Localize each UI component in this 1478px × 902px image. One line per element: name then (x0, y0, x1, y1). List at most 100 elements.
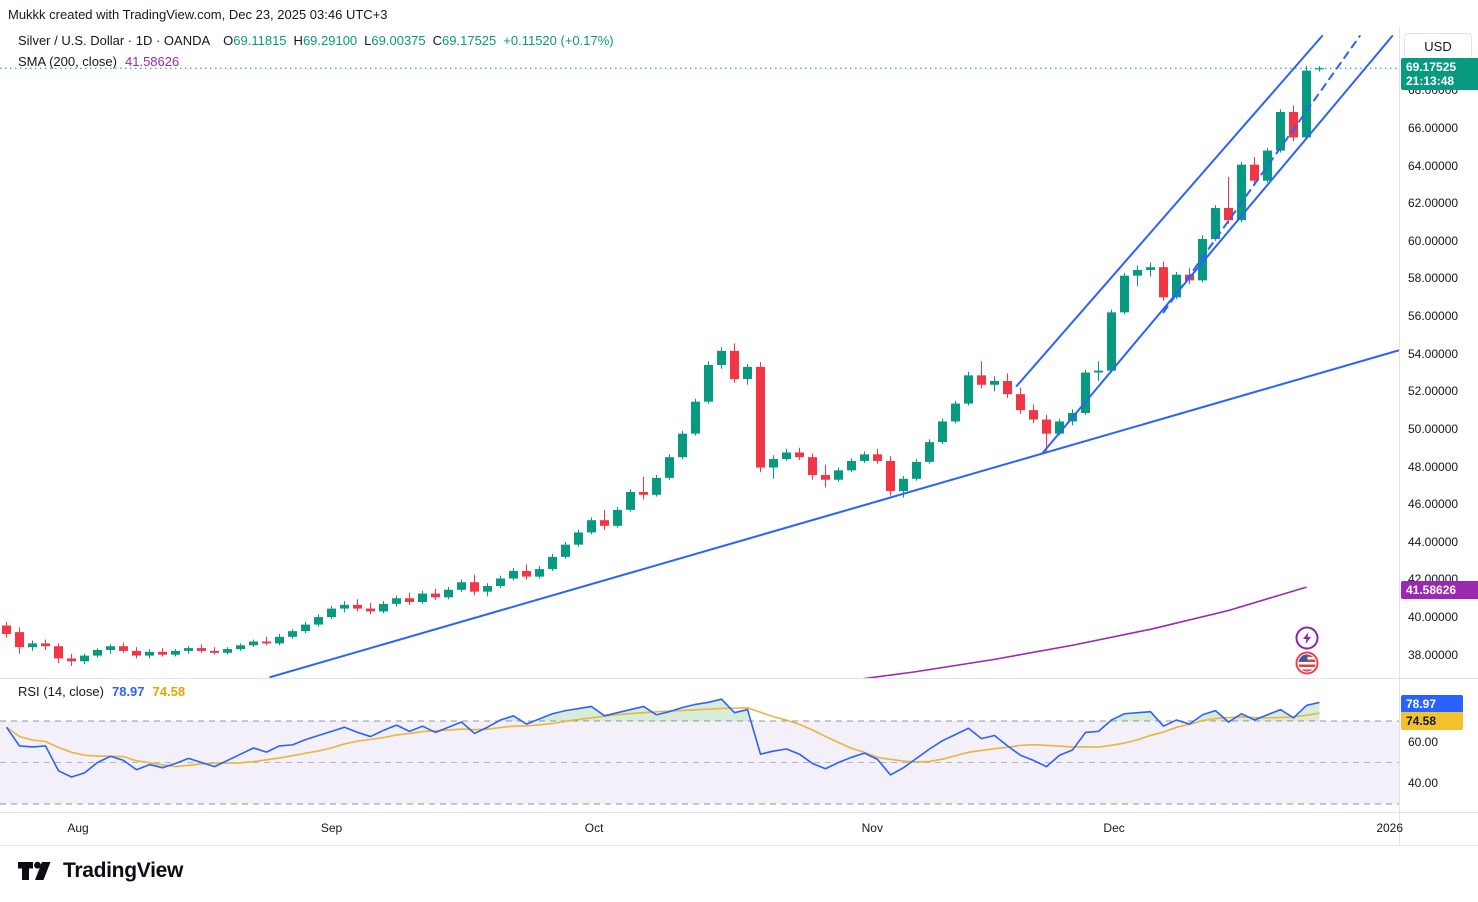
candle-down (54, 646, 63, 659)
us-flag-event-icon[interactable] (1295, 651, 1319, 675)
flag-stripe (1298, 669, 1316, 672)
candle-down (886, 460, 895, 492)
last-price-badge: 69.17525 21:13:48 (1401, 58, 1478, 90)
candle-up (717, 350, 726, 366)
candle-up (626, 491, 635, 510)
candle-down (1042, 419, 1051, 434)
candle-down (15, 632, 24, 648)
candle-up (1172, 274, 1181, 298)
candle-up (80, 655, 89, 662)
rsi-line[interactable] (5, 698, 1320, 778)
candle-up (834, 470, 843, 480)
tradingview-branding[interactable]: TradingView (16, 858, 183, 884)
candle-up (418, 593, 427, 603)
candle-down (977, 375, 986, 385)
candle-down (1003, 380, 1012, 395)
candle-up (236, 645, 245, 650)
candle-up (1107, 312, 1116, 371)
candle-up (314, 617, 323, 625)
candle-up (93, 649, 102, 656)
rsi-legend[interactable]: RSI (14, close) 78.97 74.58 (18, 684, 185, 699)
candle-down (1159, 267, 1168, 298)
candle-up (1237, 164, 1246, 221)
candle-down (119, 646, 128, 651)
candle-up (249, 641, 258, 646)
channel-mid-dashed-line[interactable] (1162, 35, 1361, 314)
candle-down (197, 648, 206, 651)
candle-down (522, 570, 531, 577)
candle-down (821, 475, 830, 480)
candle-up (106, 646, 115, 650)
candle-up (145, 651, 154, 656)
rsi-ma-line[interactable] (6, 707, 1320, 768)
price-tick-label: 46.00000 (1408, 497, 1459, 512)
flag-stripe (1298, 664, 1316, 667)
candle-up (704, 365, 713, 402)
candle-up (28, 643, 37, 648)
rsi-tick-label: 60.00 (1408, 734, 1439, 749)
time-tick-label: 2026 (1376, 821, 1404, 835)
tradingview-logo-icon (18, 861, 51, 880)
candle-up (184, 648, 193, 651)
sma-price-badge: 41.58626 (1401, 581, 1478, 599)
ohlc-letter: O (223, 33, 234, 48)
time-axis-separator (0, 812, 1478, 813)
candle-up (275, 636, 284, 644)
rsi-value: 78.97 (111, 684, 145, 699)
time-axis[interactable]: Aug Sep Oct Nov Dec 2026 (0, 812, 1478, 845)
candle-down (405, 598, 414, 603)
sma-legend[interactable]: SMA (200, close) 41.58626 (18, 54, 179, 69)
price-tick-label: 56.00000 (1408, 309, 1459, 324)
candle-up (990, 380, 999, 385)
ohlc-letter: L (364, 33, 372, 48)
currency-toggle-button[interactable]: USD (1404, 33, 1472, 59)
candle-up (847, 460, 856, 471)
candle-up (561, 544, 570, 557)
axis-vertical-divider (1399, 28, 1400, 845)
channel-lower-line[interactable] (1041, 35, 1394, 455)
pane-separator[interactable] (0, 678, 1478, 679)
candle-up (782, 452, 791, 460)
candle-up (548, 556, 557, 570)
candle-up (223, 649, 232, 653)
candle-down (1029, 410, 1038, 420)
rsi-ma-value: 74.58 (152, 684, 186, 699)
candle-down (470, 582, 479, 592)
candle-up (652, 477, 661, 495)
long-support-line[interactable] (269, 349, 1399, 678)
candle-up (535, 569, 544, 577)
candle-up (171, 650, 180, 655)
sma-label: SMA (200, close) (18, 54, 117, 69)
change-value: +0.11520 (+0.17%) (503, 33, 614, 48)
lightning-event-icon[interactable] (1295, 626, 1319, 650)
candle-down (67, 658, 76, 662)
lightning-bolt (1303, 632, 1311, 644)
candle-up (1263, 150, 1272, 181)
candle-up (678, 433, 687, 458)
candle-down (431, 593, 440, 598)
channel-upper-line[interactable] (1015, 35, 1324, 388)
price-pane-canvas[interactable] (0, 0, 1399, 678)
candle-up (496, 578, 505, 587)
candle-up (1276, 112, 1285, 151)
candle-up (899, 478, 908, 492)
time-tick-label: Dec (1103, 821, 1125, 835)
time-tick-label: Oct (584, 821, 604, 835)
sma-200-line[interactable] (839, 586, 1307, 678)
candle-down (2, 625, 11, 634)
bar-countdown: 21:13:48 (1406, 74, 1455, 88)
ohlc-number: 69.11815 (233, 33, 287, 48)
candle-up (613, 509, 622, 526)
candle-up (574, 532, 583, 545)
rsi-pane-canvas[interactable] (0, 678, 1399, 812)
candle-down (756, 366, 765, 468)
rsi-label: RSI (14, close) (18, 684, 104, 699)
candle-up (392, 598, 401, 604)
candle-up (1211, 207, 1220, 239)
time-tick-label: Sep (320, 821, 343, 835)
candle-down (795, 452, 804, 458)
tradingview-brand-text: TradingView (63, 859, 184, 882)
symbol-legend[interactable]: Silver / U.S. Dollar · 1D · OANDA O69.118… (18, 33, 614, 48)
candle-down (158, 651, 167, 655)
